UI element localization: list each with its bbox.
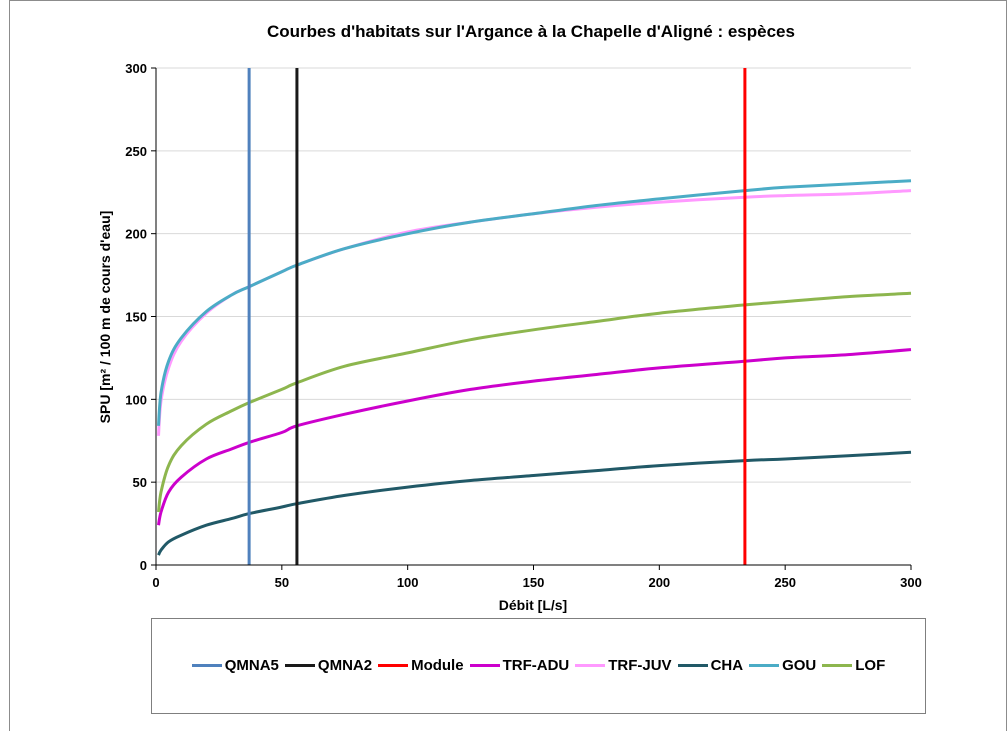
- x-tick-label-100: 100: [397, 575, 419, 590]
- y-tick-label-0: 0: [140, 558, 147, 573]
- legend-label-trf-juv: TRF-JUV: [608, 657, 672, 674]
- frame-top-border: [9, 0, 1007, 1]
- series-line-trf-adu: [157, 348, 912, 526]
- y-axis-ticks: 0 50 100 150 200 250 300: [125, 61, 156, 573]
- habitat-chart: Courbes d'habitats sur l'Argance à la Ch…: [97, 22, 922, 613]
- reference-lines: [247, 68, 747, 565]
- frame-left-border: [9, 0, 10, 731]
- legend-box: QMNA5 QMNA2 Module TRF-ADU TRF-JUV CHA GOU LOF: [151, 618, 926, 714]
- legend-item-lof: LOF: [822, 657, 885, 674]
- legend-swatch-trf-adu: [469, 664, 500, 667]
- series-lines: [157, 179, 912, 556]
- y-tick-label-300: 300: [125, 61, 147, 76]
- y-tick-label-50: 50: [133, 475, 147, 490]
- legend-swatch-module: [378, 664, 409, 667]
- legend-item-cha: CHA: [677, 657, 744, 674]
- legend-label-lof: LOF: [855, 657, 886, 674]
- x-tick-label-250: 250: [774, 575, 796, 590]
- x-tick-label-150: 150: [523, 575, 545, 590]
- x-tick-label-300: 300: [900, 575, 922, 590]
- legend-item-trf-juv: TRF-JUV: [575, 657, 672, 674]
- legend-item-qmna2: QMNA2: [284, 657, 373, 674]
- legend-swatch-cha: [677, 664, 708, 667]
- gridlines: [156, 67, 911, 483]
- y-tick-label-150: 150: [125, 310, 147, 325]
- legend-item-gou: GOU: [749, 657, 816, 674]
- y-axis-label: SPU [m² / 100 m de cours d'eau]: [97, 211, 113, 424]
- legend-item-module: Module: [378, 657, 464, 674]
- legend-swatch-gou: [749, 664, 780, 667]
- legend-label-module: Module: [411, 657, 464, 674]
- legend-item-trf-adu: TRF-ADU: [469, 657, 570, 674]
- x-tick-label-0: 0: [152, 575, 159, 590]
- x-tick-label-200: 200: [648, 575, 670, 590]
- legend-swatch-trf-juv: [575, 664, 606, 667]
- x-axis-ticks: 0 50 100 150 200 250 300: [152, 565, 922, 590]
- legend-swatch-lof: [822, 664, 853, 667]
- x-tick-label-50: 50: [275, 575, 289, 590]
- legend-label-trf-adu: TRF-ADU: [502, 657, 570, 674]
- legend-item-qmna5: QMNA5: [191, 657, 279, 674]
- y-tick-label-100: 100: [125, 392, 147, 407]
- legend-label-gou: GOU: [782, 657, 817, 674]
- legend-row: QMNA5 QMNA2 Module TRF-ADU TRF-JUV CHA GOU LOF: [152, 657, 925, 674]
- x-axis-label: Débit [L/s]: [499, 597, 567, 613]
- series-line-cha: [157, 450, 912, 556]
- legend-swatch-qmna5: [191, 664, 222, 667]
- series-line-lof: [157, 291, 912, 513]
- legend-label-qmna2: QMNA2: [317, 657, 373, 674]
- frame-right-border: [1006, 0, 1007, 731]
- legend-label-qmna5: QMNA5: [224, 657, 279, 674]
- chart-title: Courbes d'habitats sur l'Argance à la Ch…: [267, 22, 795, 41]
- y-tick-label-200: 200: [125, 227, 147, 242]
- y-tick-label-250: 250: [125, 144, 147, 159]
- series-line-gou: [157, 179, 912, 426]
- legend-swatch-qmna2: [284, 664, 315, 667]
- legend-label-cha: CHA: [710, 657, 744, 674]
